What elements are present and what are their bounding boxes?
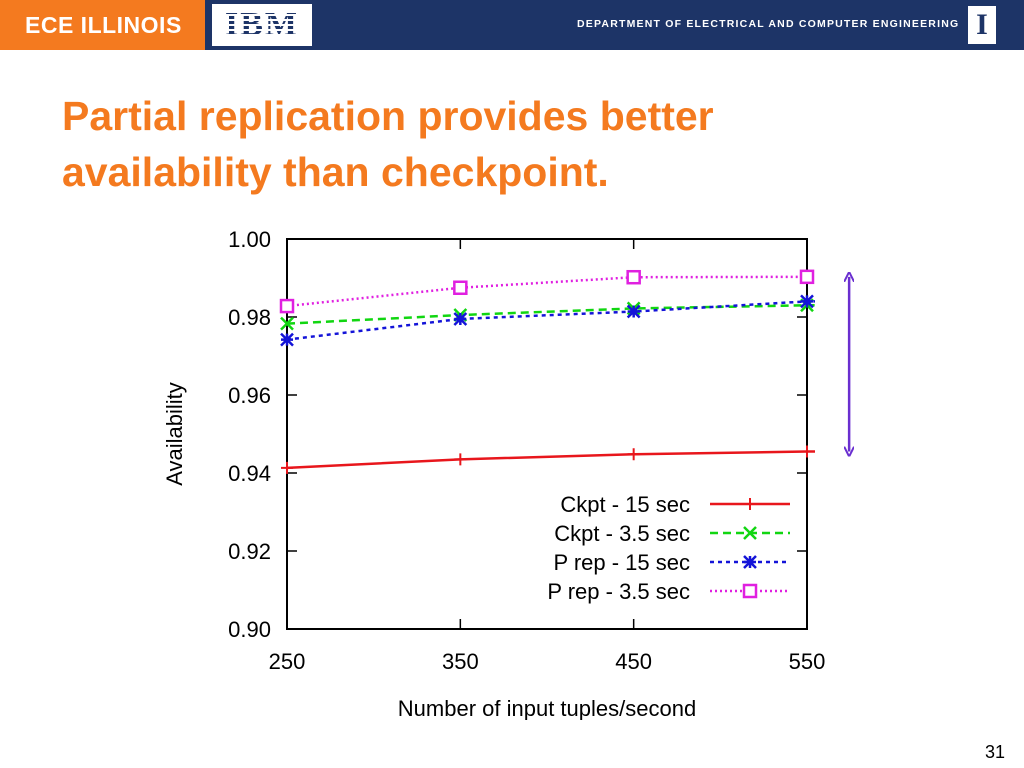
- data-point-marker: [626, 269, 641, 285]
- y-tick-label: 0.98: [228, 305, 271, 330]
- slide-title: Partial replication provides better avai…: [62, 88, 942, 200]
- slide-title-line-1: Partial replication provides better: [62, 93, 714, 139]
- data-point-marker: [281, 461, 293, 474]
- department-label: DEPARTMENT OF ELECTRICAL AND COMPUTER EN…: [577, 18, 960, 30]
- data-point-marker: [801, 445, 813, 458]
- x-tick-label: 350: [442, 649, 479, 674]
- legend-label: Ckpt - 15 sec: [560, 492, 690, 517]
- illinois-i-glyph: I: [976, 8, 988, 41]
- availability-line-chart: 0.90 0.92 0.94 0.96 0.98 1.00 250 350 450 550 Numb…: [162, 227, 870, 720]
- ece-illinois-logo[interactable]: ECE ILLINOIS: [0, 0, 205, 50]
- data-point-marker: [800, 294, 814, 309]
- ibm-logo: IBM: [212, 4, 312, 46]
- data-point-marker: [454, 453, 467, 466]
- header-bar: ECE ILLINOIS IBM DEPARTMENT OF ELECTRICA…: [0, 0, 1024, 50]
- y-tick-label: 1.00: [228, 227, 271, 252]
- y-tick-label: 0.92: [228, 539, 271, 564]
- y-tick-label: 0.96: [228, 383, 271, 408]
- y-tick-label: 0.94: [228, 461, 271, 486]
- y-tick-label: 0.90: [228, 617, 271, 642]
- x-axis-label: Number of input tuples/second: [398, 696, 696, 720]
- data-point-marker: [626, 304, 641, 319]
- data-point-marker: [280, 332, 294, 347]
- slide-title-line-2: availability than checkpoint.: [62, 149, 609, 195]
- x-tick-label: 250: [269, 649, 306, 674]
- series-line-0: [286, 450, 815, 470]
- x-tick-label: 450: [615, 649, 652, 674]
- legend-label: P rep - 3.5 sec: [547, 579, 690, 604]
- plot-frame: [286, 238, 808, 630]
- data-point-marker: [280, 316, 294, 331]
- ibm-logo-text: IBM: [225, 6, 299, 43]
- legend-marker: [742, 583, 758, 599]
- legend-label: Ckpt - 3.5 sec: [554, 521, 690, 546]
- series-line-3: [286, 275, 815, 308]
- data-point-marker: [453, 312, 468, 326]
- data-point-marker: [279, 298, 295, 314]
- data-point-marker: [799, 269, 815, 285]
- data-point-marker: [627, 448, 640, 461]
- legend-marker: [743, 526, 757, 540]
- illinois-block-i-icon: I: [968, 6, 996, 44]
- page-number: 31: [985, 742, 1006, 762]
- data-point-marker: [453, 280, 468, 295]
- legend-label: P rep - 15 sec: [553, 550, 690, 575]
- x-tick-label: 550: [789, 649, 826, 674]
- legend-marker: [744, 498, 756, 510]
- ece-illinois-label: ECE ILLINOIS: [25, 11, 182, 38]
- legend-marker: [743, 555, 757, 569]
- y-axis-label: Availability: [162, 382, 187, 486]
